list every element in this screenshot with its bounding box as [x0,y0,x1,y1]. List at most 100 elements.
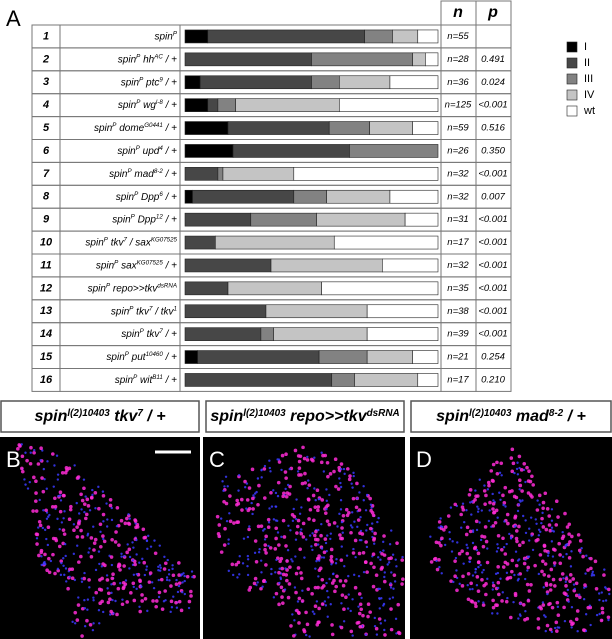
cell-nucleus [502,503,505,507]
cell-nucleus [442,528,446,532]
cell-nucleus [458,582,461,586]
superscript: P [127,168,132,175]
cell-nucleus [129,591,133,595]
cell-nucleus [47,570,52,575]
cell-nucleus [325,508,328,511]
cell-nucleus [246,554,250,558]
cell-nucleus [31,509,35,513]
cell-nucleus [270,567,273,571]
cell-nucleus [540,569,544,574]
superscript: 7 [137,408,143,419]
cell-nucleus [339,498,343,502]
bar-segment [184,98,209,112]
bar-segment [184,75,201,90]
cell-nucleus [322,470,326,473]
cell-nucleus [576,630,579,633]
superscript: 8-2 [154,168,164,175]
cell-nucleus [108,597,112,601]
cell-nucleus [571,577,576,581]
bar-segment [366,327,439,341]
cell-nucleus [241,562,245,565]
cell-nucleus [124,579,128,582]
cell-nucleus [259,524,264,528]
cell-nucleus [371,584,376,589]
bar-segment [354,373,419,387]
row-index: 16 [40,374,53,386]
cell-nucleus [501,565,506,569]
cell-nucleus [45,568,49,573]
rich-text: spinl(2)10403 mad8-2 / + [436,408,586,426]
cell-nucleus [473,601,478,606]
cell-nucleus [307,517,311,521]
cell-nucleus [349,530,353,535]
superscript: l-8 [156,99,163,106]
cell-nucleus [228,512,231,515]
cell-nucleus [222,499,226,504]
cell-nucleus [219,517,223,520]
cell-nucleus [251,496,255,501]
cell-nucleus [177,581,182,585]
cell-nucleus [62,493,66,498]
row-index: 11 [40,259,51,271]
p-value: <0.001 [478,260,507,271]
cell-nucleus [256,524,261,529]
cell-nucleus [550,526,554,529]
cell-nucleus [53,504,58,509]
row-index: 2 [42,53,49,65]
cell-nucleus [317,575,320,578]
p-value: 0.007 [481,191,505,202]
cell-nucleus [143,535,148,540]
cell-nucleus [526,598,531,603]
cell-nucleus [276,480,281,485]
cell-nucleus [123,554,126,558]
cell-nucleus [606,587,611,592]
cell-nucleus [183,579,186,583]
cell-nucleus [281,494,285,499]
cell-nucleus [83,607,87,610]
title-box [410,400,612,433]
text-part: / tkv [152,306,174,317]
cell-nucleus [491,588,494,591]
cell-nucleus [88,586,91,589]
superscript: P [129,306,134,313]
cell-nucleus [100,599,104,604]
text-part: spin [155,31,174,42]
cell-nucleus [293,619,296,622]
cell-nucleus [40,555,43,558]
p-value: <0.001 [478,329,507,340]
cell-nucleus [509,537,513,540]
cell-nucleus [112,581,116,586]
cell-nucleus [607,618,610,622]
cell-nucleus [505,571,509,575]
cell-nucleus [247,486,252,490]
cell-nucleus [243,479,247,484]
cell-nucleus [541,601,545,604]
cell-nucleus [67,517,72,522]
cell-nucleus [538,553,543,557]
superscript: l(2)10403 [243,408,286,419]
superscript: dsRNA [157,283,177,290]
cell-nucleus [289,529,292,532]
n-value: n=39 [447,329,469,340]
cell-nucleus [260,469,263,472]
row-index: 8 [43,191,50,203]
cell-nucleus [311,458,315,463]
cell-nucleus [268,466,272,470]
cell-nucleus [187,599,192,604]
cell-nucleus [126,543,129,546]
cell-nucleus [460,505,465,509]
row-index: 12 [40,282,52,294]
cell-nucleus [246,558,250,561]
cell-nucleus [377,587,380,591]
cell-nucleus [518,558,521,561]
cell-nucleus [314,567,317,570]
cell-nucleus [258,548,261,551]
cell-nucleus [39,446,43,451]
cell-nucleus [382,549,385,552]
cell-nucleus [592,574,596,577]
cell-nucleus [246,573,250,577]
cell-nucleus [50,505,55,509]
cell-nucleus [294,571,299,576]
cell-nucleus [582,598,586,601]
